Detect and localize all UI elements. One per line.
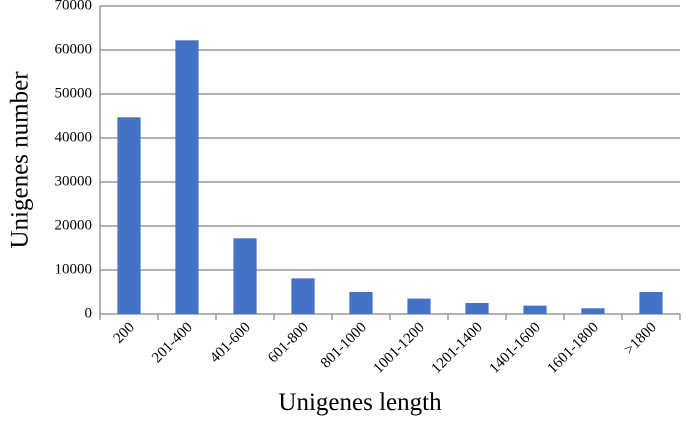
y-tick-label: 20000	[55, 217, 93, 233]
y-tick-label: 60000	[55, 41, 93, 57]
bar	[117, 117, 141, 314]
y-tick-label: 70000	[55, 0, 93, 13]
y-tick-label: 40000	[55, 129, 93, 145]
x-tick-label: 601-800	[265, 320, 312, 367]
x-tick-label: 1601-1800	[545, 320, 602, 377]
bar	[465, 303, 489, 314]
bar	[349, 292, 373, 314]
x-tick-label: 401-600	[207, 320, 254, 367]
x-tick-label: 1001-1200	[371, 320, 428, 377]
x-tick-label: 801-1000	[318, 320, 370, 372]
bar	[523, 305, 547, 314]
y-tick-label: 0	[85, 305, 93, 321]
y-tick-label: 10000	[55, 261, 93, 277]
x-axis-title: Unigenes length	[278, 389, 442, 416]
x-tick-label: 1201-1400	[429, 320, 486, 377]
y-axis-title: Unigenes number	[7, 71, 34, 249]
x-tick-label: >1800	[621, 320, 660, 359]
bar	[291, 278, 315, 314]
y-tick-label: 30000	[55, 173, 93, 189]
x-tick-label: 201-400	[149, 320, 196, 367]
bar	[581, 308, 605, 314]
bar	[233, 238, 257, 314]
bar	[407, 298, 431, 314]
x-tick-label: 200	[111, 320, 138, 347]
y-tick-label: 50000	[55, 85, 93, 101]
bar	[175, 40, 199, 314]
x-tick-label: 1401-1600	[487, 320, 544, 377]
bar	[639, 292, 663, 314]
